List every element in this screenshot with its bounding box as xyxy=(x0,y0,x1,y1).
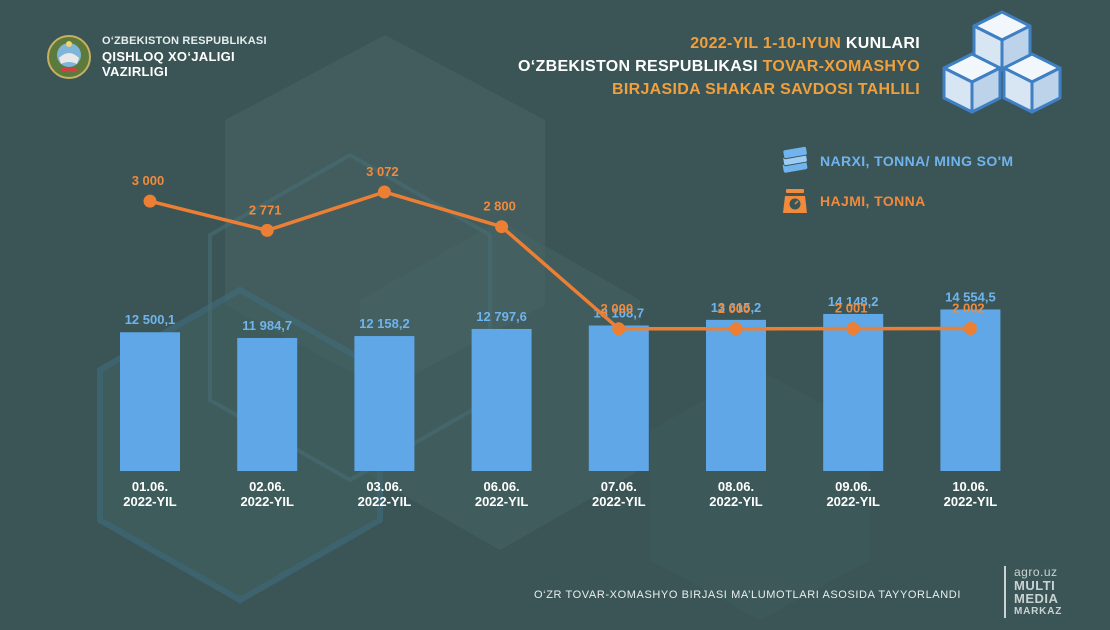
volume-point-label: 2 800 xyxy=(483,199,516,214)
price-bar-label: 14 554,5 xyxy=(945,289,996,304)
source-note: O‘ZR TOVAR-XOMASHYO BIRJASI MA’LUMOTLARI… xyxy=(534,589,961,601)
price-bar xyxy=(237,337,298,471)
price-bar xyxy=(354,336,415,471)
scale-icon xyxy=(783,189,807,213)
volume-point xyxy=(729,322,743,336)
brand-markaz: MARKAZ xyxy=(1014,606,1063,617)
chart-title: 2022-YIL 1-10-IYUN KUNLARI O‘ZBEKISTON R… xyxy=(518,32,920,101)
price-bar xyxy=(588,325,649,471)
title-subject: BIRJASIDA SHAKAR SAVDOSI TAHLILI xyxy=(612,81,920,98)
x-tick-date: 06.06. xyxy=(484,479,520,494)
volume-point xyxy=(260,223,274,237)
volume-point xyxy=(963,322,977,336)
volume-point-label: 2 001 xyxy=(835,301,868,316)
volume-point-labels: 3 000 2 771 3 072 2 800 2 000 2 000 2 001 2 002 xyxy=(132,164,985,316)
price-bar-label: 14 148,2 xyxy=(828,294,879,309)
x-tick-year: 2022-YIL xyxy=(592,494,646,509)
x-tick-year: 2022-YIL xyxy=(240,494,294,509)
x-tick-date: 09.06. xyxy=(835,479,871,494)
sugar-cubes-icon xyxy=(942,10,1062,114)
x-tick-year: 2022-YIL xyxy=(709,494,763,509)
legend-price: NARXI, TONNA/ MING SO'M xyxy=(780,146,1014,176)
money-stack-icon xyxy=(782,146,808,173)
org-line-1: O‘ZBEKISTON RESPUBLIKASI xyxy=(102,35,267,47)
price-bar xyxy=(471,328,532,471)
price-bars xyxy=(120,309,1001,471)
x-axis-labels: 01.06.2022-YIL02.06.2022-YIL03.06.2022-Y… xyxy=(123,479,997,509)
legend-price-label: NARXI, TONNA/ MING SO'M xyxy=(820,153,1014,169)
x-tick-year: 2022-YIL xyxy=(123,494,177,509)
volume-point-label: 2 771 xyxy=(249,202,282,217)
price-bar-label: 11 984,7 xyxy=(242,318,292,333)
org-line-2: QISHLOQ XO‘JALIGI xyxy=(102,49,235,64)
volume-point-label: 3 000 xyxy=(132,173,165,188)
price-bar xyxy=(823,313,884,471)
legend-volume-label: HAJMI, TONNA xyxy=(820,193,926,209)
title-date: 2022-YIL 1-10-IYUN xyxy=(690,35,842,52)
volume-point xyxy=(612,322,626,336)
x-tick-date: 03.06. xyxy=(366,479,402,494)
x-tick-date: 10.06. xyxy=(952,479,988,494)
brand-logo: agro.uz MULTI MEDIA MARKAZ xyxy=(1004,566,1062,618)
x-tick-date: 01.06. xyxy=(132,479,168,494)
volume-points xyxy=(143,185,977,336)
x-tick-year: 2022-YIL xyxy=(826,494,880,509)
volume-point-label: 3 072 xyxy=(366,164,399,179)
title-days: KUNLARI xyxy=(841,35,920,52)
price-bar xyxy=(940,309,1001,471)
volume-point xyxy=(495,220,509,234)
volume-line xyxy=(149,190,971,331)
price-bar-label: 12 158,2 xyxy=(359,316,410,331)
volume-point-label: 2 000 xyxy=(718,301,751,316)
x-tick-date: 07.06. xyxy=(601,479,637,494)
price-bar-label: 13 615,2 xyxy=(711,300,762,315)
price-bar-label: 12 797,6 xyxy=(476,309,527,324)
volume-point-label: 2 000 xyxy=(601,301,634,316)
legend-volume: HAJMI, TONNA xyxy=(780,186,926,216)
price-bar xyxy=(706,319,766,471)
title-exchange: TOVAR-XOMASHYO xyxy=(762,58,920,75)
brand-url: agro.uz xyxy=(1014,565,1058,579)
price-bar xyxy=(120,332,180,471)
x-tick-year: 2022-YIL xyxy=(944,494,998,509)
x-tick-date: 08.06. xyxy=(718,479,754,494)
title-country: O‘ZBEKISTON RESPUBLIKASI xyxy=(518,58,763,75)
state-emblem-icon xyxy=(47,35,91,79)
volume-point xyxy=(846,322,860,336)
price-bar-label: 12 500,1 xyxy=(125,312,176,327)
x-tick-year: 2022-YIL xyxy=(475,494,529,509)
volume-point xyxy=(377,185,391,199)
x-tick-year: 2022-YIL xyxy=(358,494,412,509)
org-line-3: VAZIRLIGI xyxy=(102,64,169,79)
x-tick-date: 02.06. xyxy=(249,479,285,494)
ministry-block: O‘ZBEKISTON RESPUBLIKASI QISHLOQ XO‘JALI… xyxy=(46,34,267,80)
volume-point-label: 2 002 xyxy=(952,301,985,316)
brand-media: MEDIA xyxy=(1014,591,1059,606)
brand-multi: MULTI xyxy=(1014,578,1056,593)
volume-point xyxy=(143,194,157,208)
